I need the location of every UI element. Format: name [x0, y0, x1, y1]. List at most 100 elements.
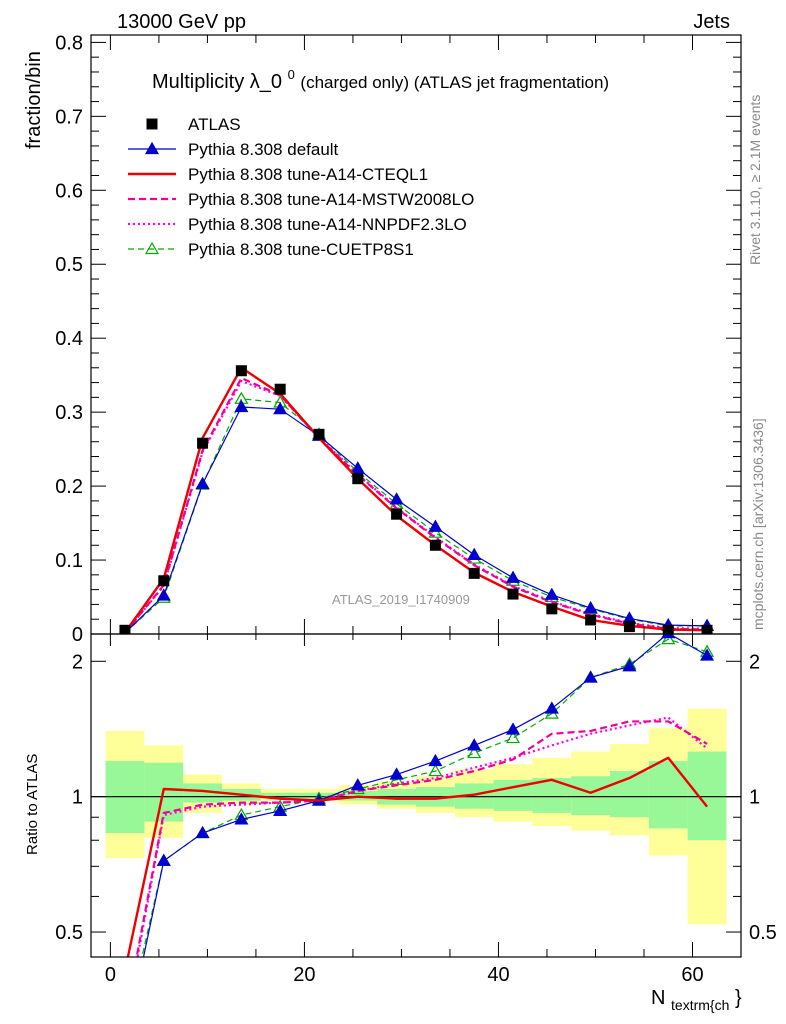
ratio-series-cuetp8s1-marker: [661, 634, 676, 645]
ratio-y-tick-label-left: 1: [72, 787, 83, 809]
ratio-series-default-marker: [583, 670, 598, 683]
ratio-series-mstw-line: [135, 720, 708, 957]
header-right-label: Jets: [693, 11, 730, 33]
legend-marker-cuetp8s1: [144, 241, 160, 255]
main-series-default-marker: [234, 399, 249, 413]
ratio-series-default-marker: [389, 767, 404, 780]
legend-label: Pythia 8.308 tune-A14-MSTW2008LO: [188, 190, 474, 209]
ratio-series-cuetp8s1-marker: [428, 763, 443, 777]
ratio-band-inner: [571, 776, 611, 816]
ratio-band-inner: [687, 751, 727, 841]
ratio-series-cuetp8s1-marker: [505, 730, 521, 744]
header-left-label: 13000 GeV pp: [117, 11, 246, 33]
ratio-series-cuetp8s1-line: [141, 638, 708, 957]
x-axis-label-end: }: [735, 987, 742, 1009]
atlas-data-point: [313, 428, 325, 440]
main-series-default-marker: [505, 570, 521, 583]
main-series-default-marker: [195, 476, 210, 489]
y-axis-label-top: fraction/bin: [23, 51, 45, 149]
x-axis-label-sub: textrm{ch: [671, 997, 729, 1013]
main-series-cuetp8s1-line: [124, 398, 708, 634]
atlas-data-point: [468, 567, 480, 579]
atlas-data-point: [352, 473, 364, 485]
atlas-data-point: [701, 624, 713, 634]
x-axis-label: N textrm{ch }: [651, 987, 742, 1015]
ratio-series-default-marker: [467, 738, 482, 751]
atlas-data-point: [585, 614, 597, 626]
ratio-series-default-marker: [622, 659, 637, 672]
legend-marker-atlas: [146, 118, 158, 130]
main-series-cteql1-line: [123, 366, 708, 634]
main-series-default-marker: [273, 401, 288, 415]
ratio-series-nnpdf-line: [136, 716, 708, 957]
x-tick-label: 20: [293, 964, 315, 986]
atlas-data-point: [274, 383, 286, 395]
analysis-watermark: ATLAS_2019_I1740909: [332, 592, 470, 607]
main-series-default-marker: [544, 587, 559, 600]
main-y-tick-label: 0.4: [55, 328, 83, 350]
main-series-cuetp8s1-marker: [428, 525, 443, 538]
ratio-series-default-marker: [661, 634, 676, 639]
main-series-default-marker: [156, 588, 171, 601]
atlas-data-point: [158, 575, 170, 587]
ratio-y-tick-label-left: 0.5: [55, 922, 83, 944]
atlas-data-point: [119, 624, 131, 634]
atlas-data-point: [235, 365, 247, 377]
ratio-y-tick-label-right: 0.5: [749, 922, 777, 944]
main-series-default-marker: [583, 600, 598, 614]
main-y-tick-label: 0: [72, 624, 83, 646]
legend: ATLAS Pythia 8.308 default Pythia 8.308 tu…: [128, 115, 474, 259]
ratio-series-default-marker: [544, 701, 559, 714]
legend-label: Pythia 8.308 tune-CUETP8S1: [188, 240, 414, 259]
x-tick-label: 0: [105, 964, 116, 986]
x-tick-label: 60: [681, 964, 703, 986]
ratio-series-default-marker: [195, 825, 210, 839]
main-y-tick-label: 0.8: [55, 32, 83, 54]
main-y-tick-label: 0.7: [55, 106, 83, 128]
ratio-plot-area: [91, 634, 741, 957]
main-series-nnpdf-line: [124, 379, 708, 634]
main-y-tick-label: 0.2: [55, 476, 83, 498]
ratio-series-default-marker: [700, 648, 715, 661]
main-y-tick-label: 0.6: [55, 180, 83, 202]
ratio-y-tick-label-right: 2: [749, 651, 760, 673]
main-series-default-marker: [389, 492, 404, 505]
legend-label: Pythia 8.308 tune-A14-CTEQL1: [188, 165, 428, 184]
atlas-data-point: [662, 624, 674, 634]
atlas-data-point: [429, 539, 441, 551]
plot-title-prefix: Multiplicity λ_0: [152, 71, 282, 93]
ratio-series-cteql1-line: [126, 756, 708, 957]
ratio-series-default-marker: [156, 853, 171, 866]
main-series-default-marker: [350, 461, 365, 474]
main-y-tick-label: 0.5: [55, 254, 83, 276]
ratio-band-inner: [260, 792, 300, 799]
ratio-y-tick-label-right: 1: [749, 787, 760, 809]
main-series-default-marker: [467, 547, 482, 560]
ratio-band-inner: [183, 783, 222, 803]
ratio-series-default-marker: [428, 753, 443, 767]
legend-label: Pythia 8.308 default: [188, 140, 339, 159]
ratio-series-default-marker: [234, 812, 249, 825]
atlas-data-point: [507, 588, 519, 600]
ratio-series-default-marker: [273, 803, 288, 816]
main-y-tick-label: 0.3: [55, 402, 83, 424]
atlas-data-point: [546, 603, 558, 615]
main-y-tick-label: 0.1: [55, 550, 83, 572]
y-axis-label-ratio: Ratio to ATLAS: [24, 754, 41, 855]
plot-title-suffix: (charged only) (ATLAS jet fragmentation): [300, 73, 609, 92]
ratio-series-default-marker: [350, 778, 365, 791]
plot-title: Multiplicity λ_0 0 (charged only) (ATLAS…: [152, 62, 609, 93]
plot-title-sup: 0: [288, 67, 295, 82]
main-series-default-line: [124, 406, 708, 634]
ratio-y-tick-label-left: 2: [72, 651, 83, 673]
ratio-band-inner: [648, 761, 688, 829]
legend-label: ATLAS: [188, 115, 241, 134]
x-tick-label: 40: [487, 964, 509, 986]
legend-label: Pythia 8.308 tune-A14-NNPDF2.3LO: [188, 215, 467, 234]
ratio-series-default-line: [142, 634, 708, 957]
rivet-label: Rivet 3.1.10, ≥ 2.1M events: [747, 95, 763, 265]
main-panel: 0 0.1 0.2 0.3 0.4 0.5 0.6 0.7 0.8: [55, 32, 742, 646]
mcplots-label: mcplots.cern.ch [arXiv:1306.3436]: [750, 418, 766, 630]
main-series-mstw-line: [124, 377, 708, 634]
ratio-panel: 0 20 40 60 0.5 0.5 1 1 2 2: [55, 633, 777, 986]
